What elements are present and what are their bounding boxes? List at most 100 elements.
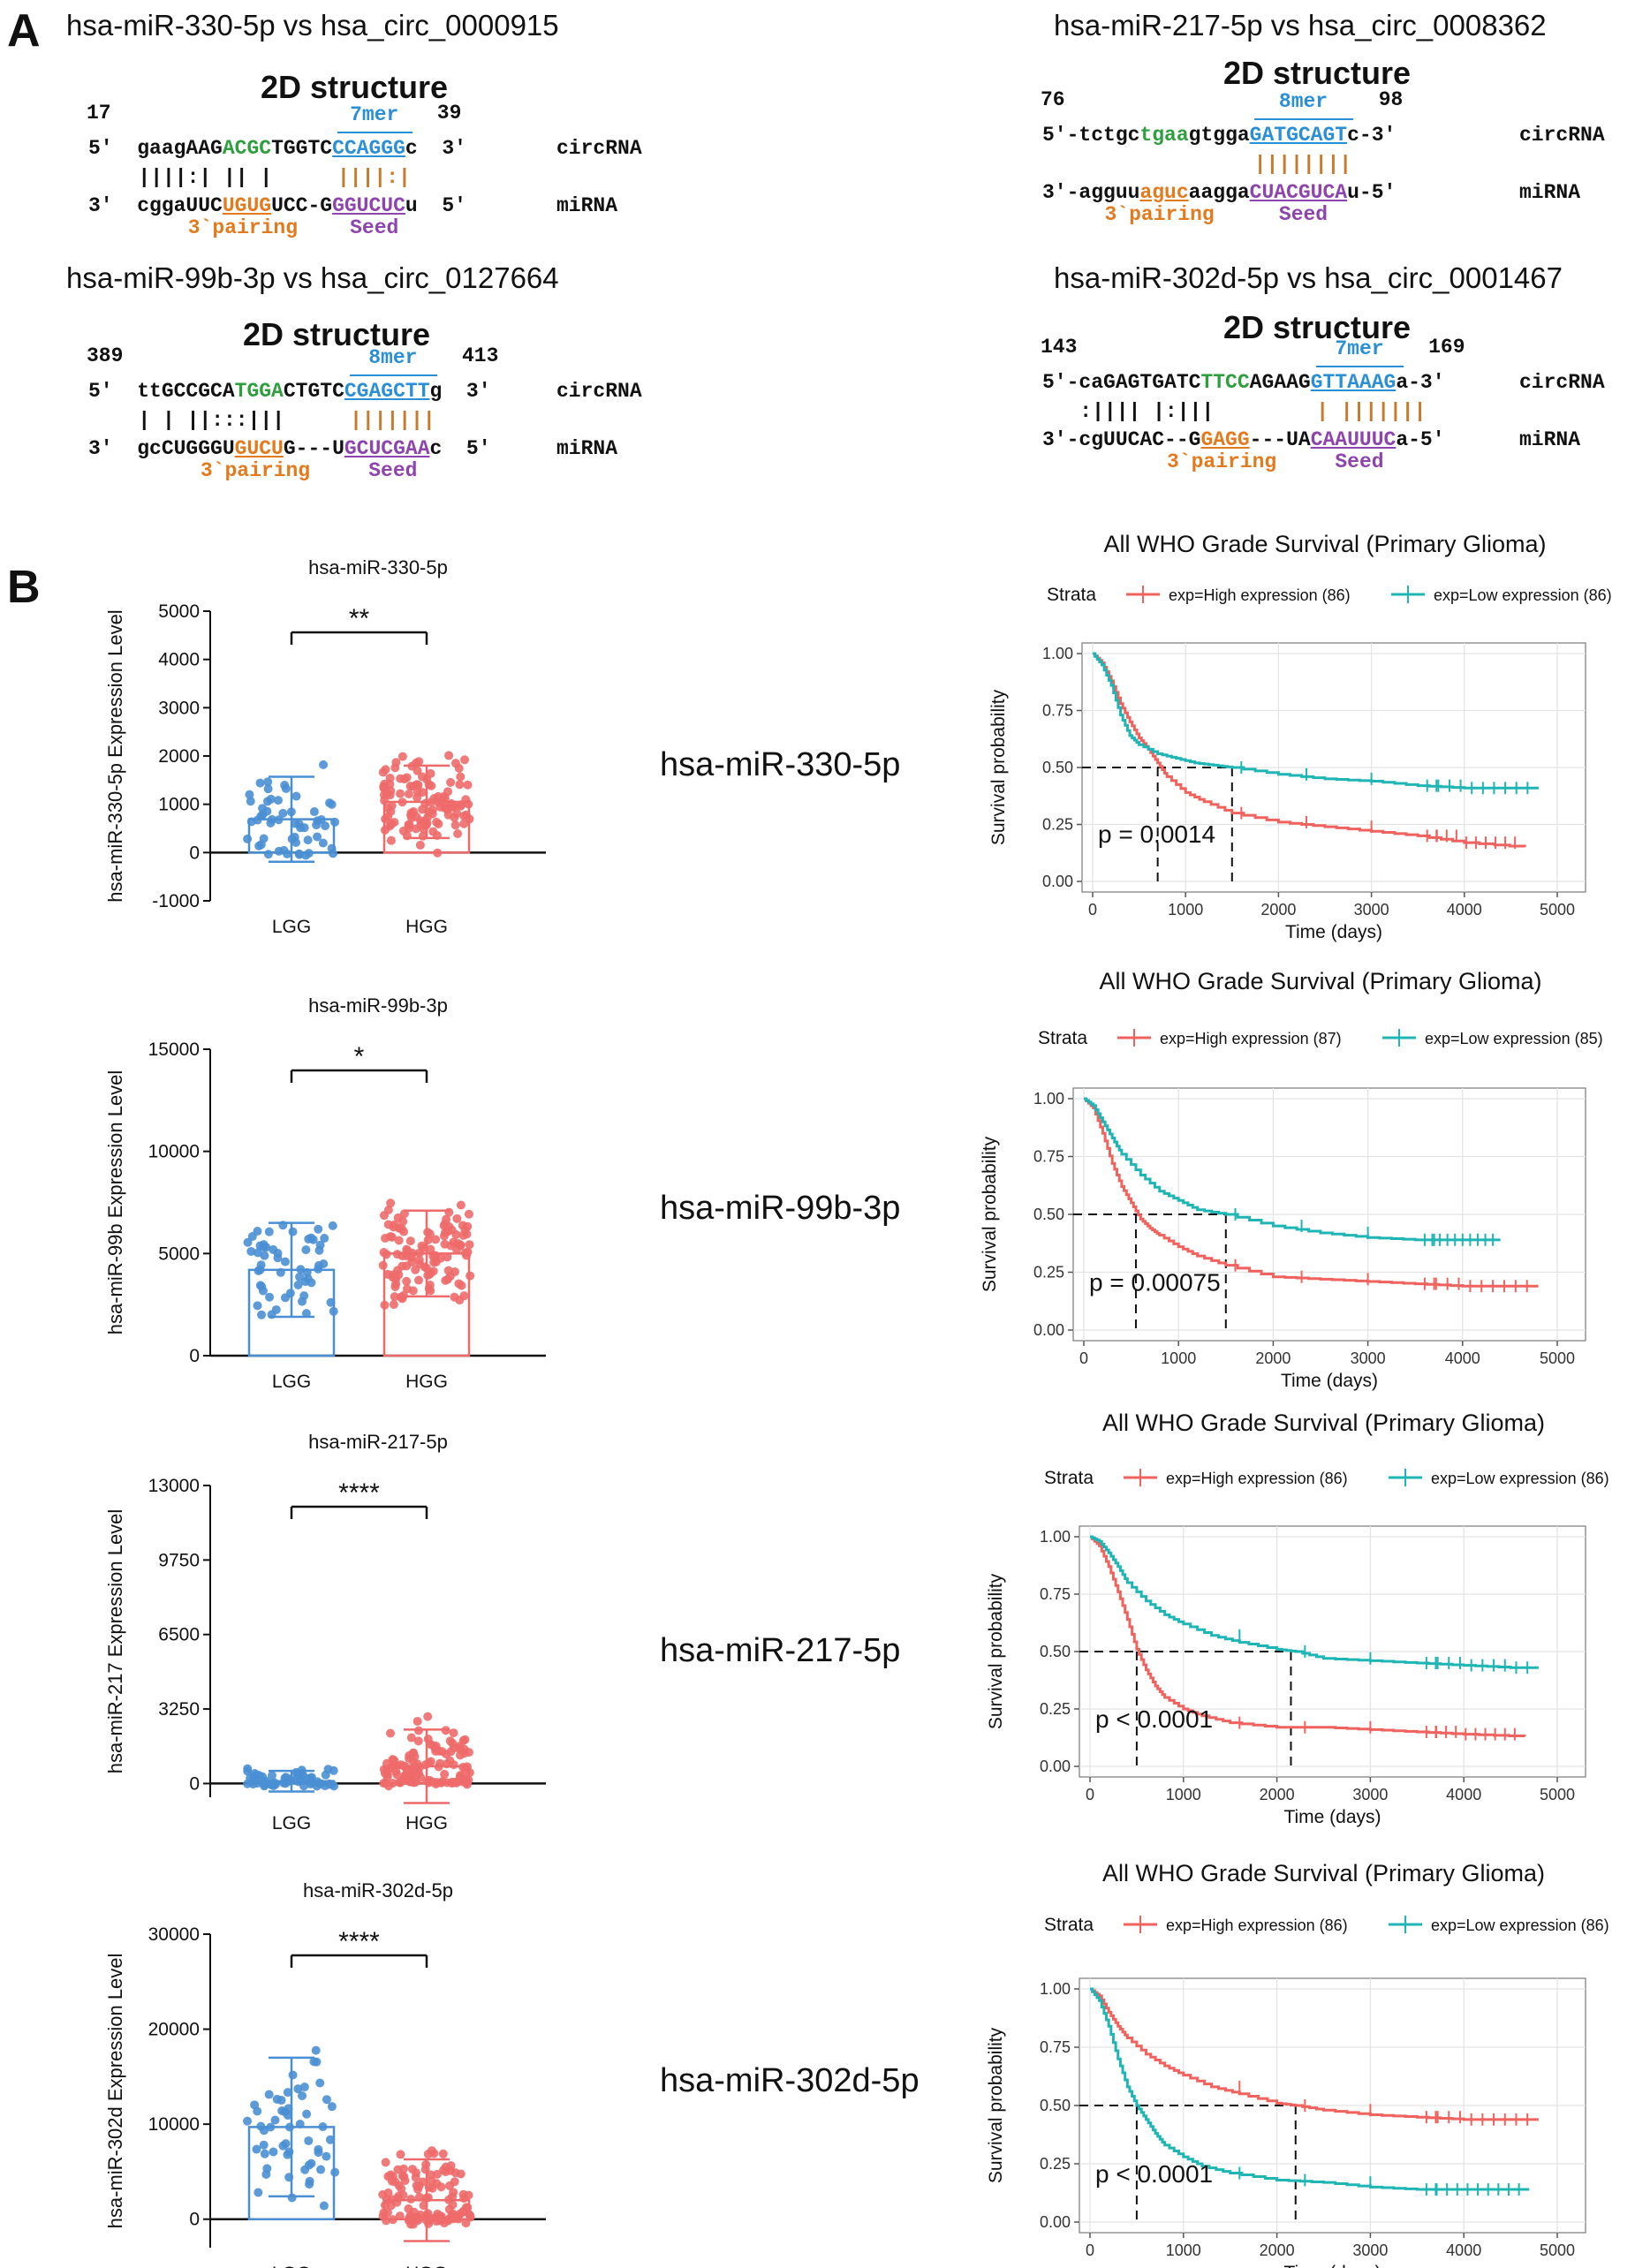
- circrna-sequence: 5' gaagAAGACGCTGGTCCCAGGGc 3': [88, 137, 466, 160]
- y-tick-label: 0.75: [1042, 702, 1073, 720]
- data-point: [383, 1269, 393, 1279]
- x-tick-label: HGG: [405, 2264, 448, 2268]
- sequence-segment: UGUG: [222, 194, 272, 217]
- data-point: [445, 1736, 455, 1746]
- x-tick-label: 4000: [1446, 1786, 1481, 1803]
- data-point: [299, 1781, 308, 1791]
- data-point: [400, 1771, 410, 1780]
- data-point: [266, 2122, 276, 2132]
- km-curve: [1090, 1535, 1539, 1669]
- data-point: [295, 2120, 305, 2129]
- x-axis-label: Time (days): [1281, 1371, 1378, 1391]
- data-point: [276, 2096, 286, 2105]
- data-point: [398, 1290, 408, 1300]
- data-point: [320, 1234, 329, 1244]
- data-point: [380, 1768, 390, 1778]
- x-tick-label: 1000: [1166, 2242, 1201, 2259]
- y-tick-label: 0.75: [1040, 1585, 1071, 1603]
- data-point: [416, 1773, 426, 1782]
- significance-stars: *: [354, 1042, 365, 1071]
- data-point: [243, 834, 253, 843]
- y-tick-label: 0.00: [1040, 1758, 1071, 1775]
- data-point: [422, 1263, 432, 1273]
- data-point: [403, 1246, 413, 1256]
- start-position: 17: [87, 102, 111, 125]
- circrna-sequence: 5'-caGAGTGATCTTCCAGAAGGTTAAAGa-3': [1042, 371, 1445, 394]
- sequence-segment: CTGTC: [283, 380, 344, 403]
- sequence-segment: 3': [88, 194, 138, 217]
- sequence-segment: a-3': [1396, 371, 1445, 394]
- sequence-segment: GCUCGAA: [344, 437, 430, 460]
- mirna-sequence: 3'-cgUUCAC--GGAGG---UACAAUUUCa-5': [1042, 428, 1445, 451]
- data-point: [414, 2192, 424, 2202]
- data-point: [431, 1235, 441, 1244]
- data-point: [387, 2195, 397, 2204]
- data-point: [396, 1778, 405, 1788]
- data-point: [411, 1265, 420, 1274]
- y-tick-label: 3250: [158, 1699, 200, 1720]
- data-point: [254, 2188, 263, 2197]
- data-point: [455, 780, 465, 790]
- sequence-segment: AGAAG: [1249, 371, 1311, 394]
- data-point: [325, 798, 335, 808]
- y-tick-label: 15000: [148, 1040, 200, 1060]
- pairing-label: 3`pairing: [187, 216, 299, 239]
- data-point: [304, 2136, 314, 2145]
- y-tick-label: 10000: [148, 2114, 200, 2135]
- p-value: p = 0.00075: [1089, 1268, 1221, 1296]
- data-point: [426, 1244, 435, 1254]
- sequence-segment: u-5': [1347, 181, 1397, 204]
- data-point: [440, 1239, 450, 1249]
- data-point: [418, 805, 428, 814]
- base-pairing-seed: |||||||: [350, 409, 435, 432]
- data-point: [460, 1225, 470, 1235]
- y-tick-label: 0: [189, 843, 200, 863]
- data-point: [432, 817, 442, 827]
- data-point: [284, 2147, 294, 2157]
- data-point: [386, 1763, 396, 1773]
- data-point: [323, 1765, 333, 1774]
- data-point: [385, 1728, 395, 1738]
- km-curve: [1090, 1535, 1526, 1738]
- data-point: [302, 1267, 312, 1277]
- data-point: [439, 1231, 449, 1241]
- data-point: [300, 1277, 310, 1287]
- data-point: [397, 752, 407, 761]
- end-position: 169: [1428, 336, 1465, 359]
- data-point: [423, 1735, 433, 1744]
- data-point: [330, 2167, 340, 2177]
- legend-label: exp=Low expression (86): [1434, 586, 1612, 604]
- data-point: [439, 2166, 449, 2175]
- data-point: [389, 1300, 398, 1310]
- data-point: [314, 2144, 323, 2154]
- data-point: [259, 1243, 269, 1252]
- data-point: [456, 772, 466, 782]
- panel-b-letter: B: [7, 562, 41, 613]
- data-point: [305, 2180, 314, 2189]
- base-pairing-3prime: :|||| |:|||: [1079, 400, 1215, 423]
- data-point: [460, 755, 470, 765]
- data-point: [283, 849, 292, 858]
- x-tick-label: 4000: [1447, 901, 1482, 919]
- data-point: [304, 1234, 314, 1244]
- data-point: [407, 761, 417, 771]
- pairing-label: 3`pairing: [1167, 450, 1277, 473]
- data-point: [450, 820, 460, 830]
- data-point: [448, 2200, 458, 2210]
- p-value: p < 0.0001: [1095, 1705, 1213, 1733]
- data-point: [466, 2211, 475, 2220]
- y-tick-label: 0: [189, 1346, 200, 1366]
- legend-title: Strata: [1038, 1028, 1087, 1048]
- data-point: [380, 825, 390, 835]
- km-curve: [1093, 652, 1526, 848]
- data-point: [322, 2151, 331, 2161]
- data-point: [424, 2182, 434, 2192]
- seed-label: Seed: [350, 216, 399, 239]
- y-tick-label: 2000: [158, 746, 200, 767]
- y-tick-label: 0: [189, 1773, 200, 1794]
- y-tick-label: 0.25: [1042, 816, 1073, 834]
- data-point: [424, 1758, 434, 1768]
- y-axis-label: Survival probability: [986, 1573, 1006, 1729]
- base-pairing-seed: ||||:|: [337, 166, 411, 189]
- data-point: [461, 1765, 471, 1774]
